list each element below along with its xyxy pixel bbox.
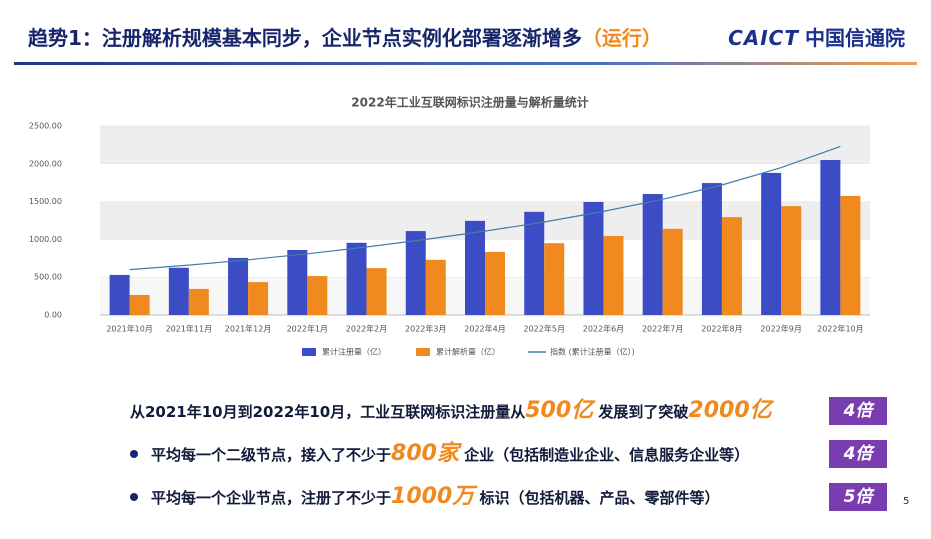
highlight-part: 标识（包括机器、产品、零部件等）	[474, 489, 720, 507]
bar	[544, 243, 565, 315]
bar	[642, 194, 663, 315]
highlight-text: 平均每一个企业节点，注册了不少于1000万 标识（包括机器、产品、零部件等）	[151, 482, 719, 513]
highlight-row: 从2021年10月到2022年10月，工业互联网标识注册量从500亿 发展到了突…	[0, 396, 931, 426]
x-tick-label: 2022年3月	[405, 324, 446, 334]
x-tick-label: 2022年5月	[524, 324, 565, 334]
bar	[346, 242, 367, 315]
y-tick-label: 0.00	[44, 311, 62, 320]
legend-label: 累计注册量（亿）	[322, 347, 386, 357]
highlight-number: 500亿	[525, 398, 594, 423]
title-suffix: （运行）	[581, 26, 662, 50]
x-tick-label: 2022年1月	[287, 324, 328, 334]
badge: 4倍	[829, 397, 887, 425]
bar	[820, 160, 841, 315]
trend-line	[129, 145, 841, 271]
bar	[129, 294, 150, 315]
y-tick-label: 2000.00	[29, 159, 62, 168]
legend-swatch	[302, 348, 316, 356]
highlight-row: 平均每一个企业节点，注册了不少于1000万 标识（包括机器、产品、零部件等） 5倍	[0, 482, 931, 512]
bar	[781, 206, 802, 315]
bar	[188, 288, 209, 315]
bar	[405, 231, 426, 315]
bar	[524, 211, 545, 315]
y-tick-label: 500.00	[34, 273, 62, 282]
bullet	[130, 493, 138, 501]
bar	[366, 268, 387, 315]
bar	[662, 228, 683, 315]
x-tick-label: 2022年6月	[583, 324, 624, 334]
x-tick-label: 2021年12月	[225, 324, 272, 334]
x-tick-label: 2022年8月	[701, 324, 742, 334]
highlight-part: 发展到了突破	[593, 403, 689, 421]
chart-title: 2022年工业互联网标识注册量与解析量统计	[351, 95, 588, 110]
bar	[109, 274, 130, 315]
header-rule	[14, 62, 917, 65]
badge: 4倍	[829, 440, 887, 468]
badge: 5倍	[829, 483, 887, 511]
page-number: 5	[903, 496, 910, 507]
x-tick-label: 2022年9月	[760, 324, 801, 334]
bar	[485, 251, 505, 315]
grid-band	[100, 126, 870, 164]
highlight-part: 平均每一个企业节点，注册了不少于	[151, 489, 392, 507]
bar	[840, 195, 861, 315]
chart: 2022年工业互联网标识注册量与解析量统计 0.00 500.00 1000.00 1…	[29, 95, 870, 357]
bar	[168, 267, 189, 315]
highlight-part: 从2021年10月到2022年10月，工业互联网标识注册量从	[130, 403, 526, 421]
bar	[287, 249, 308, 315]
highlight-part: 企业（包括制造业企业、信息服务企业等）	[458, 446, 750, 464]
x-tick-label: 2022年2月	[346, 324, 387, 334]
legend-label: 指数 (累计注册量（亿）)	[550, 347, 635, 357]
logo-name: 中国信通院	[805, 26, 905, 50]
highlight-number: 2000亿	[688, 398, 772, 423]
highlight-text: 平均每一个二级节点，接入了不少于800家 企业（包括制造业企业、信息服务企业等）	[151, 439, 749, 470]
bar	[425, 259, 446, 315]
bar	[721, 217, 742, 315]
header-title: 趋势1：注册解析规模基本同步，企业节点实例化部署逐渐增多（运行）	[28, 22, 662, 51]
logo: CAICT 中国信通院	[728, 22, 905, 51]
title-text: 趋势1：注册解析规模基本同步，企业节点实例化部署逐渐增多	[28, 26, 582, 50]
x-tick-label: 2022年7月	[642, 324, 683, 334]
bar	[228, 257, 249, 315]
bar	[583, 201, 604, 315]
bar	[465, 220, 485, 315]
highlight-number: 800家	[391, 441, 459, 466]
bar	[307, 276, 328, 315]
legend-swatch	[416, 348, 430, 356]
highlight-text: 从2021年10月到2022年10月，工业互联网标识注册量从500亿 发展到了突…	[130, 396, 772, 427]
x-tick-label: 2021年11月	[166, 324, 213, 334]
y-tick-label: 1000.00	[29, 235, 62, 244]
bar	[761, 172, 782, 315]
highlight-row: 平均每一个二级节点，接入了不少于800家 企业（包括制造业企业、信息服务企业等）…	[0, 439, 931, 469]
x-tick-label: 2021年10月	[106, 324, 153, 334]
bar	[248, 282, 269, 315]
y-tick-label: 1500.00	[29, 197, 62, 206]
x-tick-label: 2022年4月	[464, 324, 505, 334]
bar	[701, 183, 722, 315]
bar	[603, 235, 624, 315]
highlight-number: 1000万	[391, 484, 475, 509]
logo-mark: CAICT	[728, 26, 799, 50]
y-tick-label: 2500.00	[29, 122, 62, 131]
bullet	[130, 450, 138, 458]
x-tick-label: 2022年10月	[817, 324, 864, 334]
legend-label: 累计解析量（亿）	[436, 347, 500, 357]
highlight-part: 平均每一个二级节点，接入了不少于	[151, 446, 392, 464]
